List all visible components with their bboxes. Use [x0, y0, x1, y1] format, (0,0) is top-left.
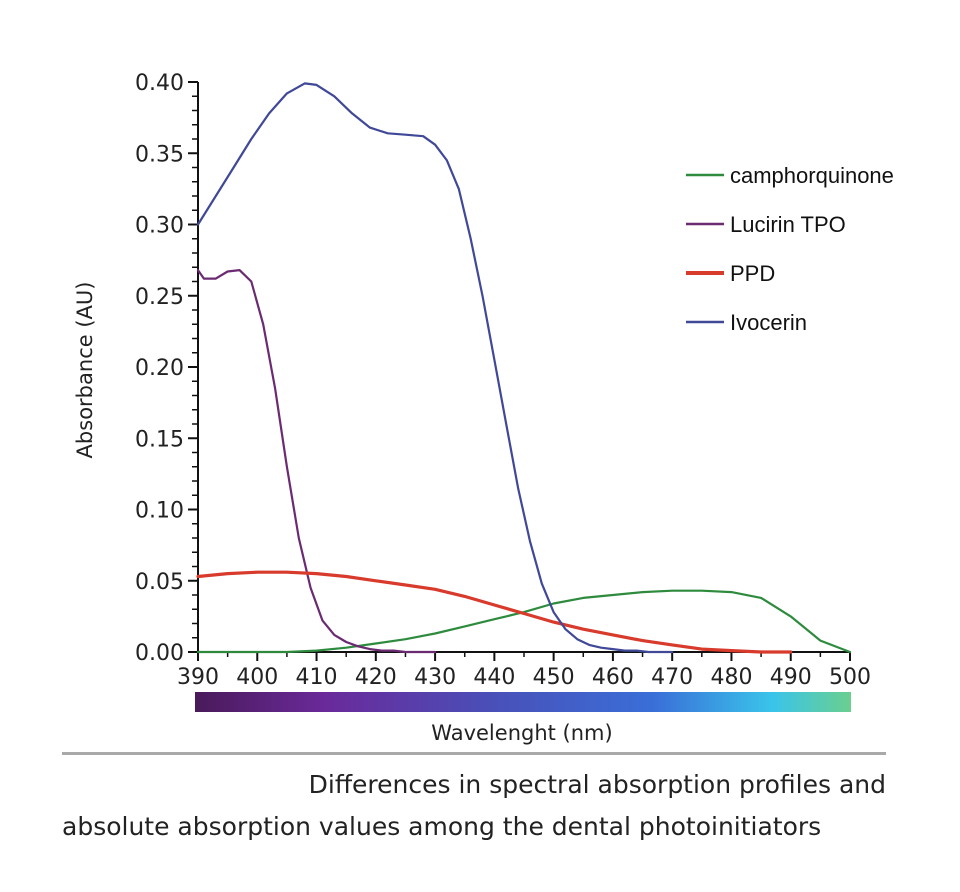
caption-line-2: absolute absorption values among the den… [62, 812, 822, 841]
y-tick-label: 0.00 [135, 641, 184, 666]
x-axis-title: Wavelenght (nm) [431, 721, 612, 745]
y-axis-title: Absorbance (AU) [73, 282, 97, 459]
absorption-chart: 0.00 0.05 0.10 0.15 0.20 0.25 0.30 0.35 0.40 390… [73, 71, 894, 745]
legend-label: camphorquinone [730, 163, 894, 188]
caption-divider [62, 752, 886, 755]
legend-label: Lucirin TPO [730, 212, 846, 237]
y-tick-label: 0.20 [135, 356, 184, 381]
x-tick-label: 480 [710, 665, 752, 690]
figure-caption: Differences in spectral absorption profi… [62, 764, 886, 848]
x-tick-label: 430 [414, 665, 456, 690]
caption-line-1: Differences in spectral absorption profi… [308, 770, 886, 799]
x-tick-label: 470 [651, 665, 693, 690]
x-tick-label: 420 [355, 665, 397, 690]
series-line-ivocerin [196, 82, 674, 654]
x-tick-label: 460 [592, 665, 634, 690]
x-tick-label: 410 [296, 665, 338, 690]
legend-label: Ivocerin [730, 310, 807, 335]
y-tick-label: 0.05 [135, 570, 184, 595]
x-tick-label: 390 [177, 665, 219, 690]
y-tick-label: 0.15 [135, 427, 184, 452]
wavelength-spectrum-bar [195, 692, 851, 712]
series-line-ppd [196, 570, 793, 654]
legend-label: PPD [730, 261, 775, 286]
y-axis: 0.00 0.05 0.10 0.15 0.20 0.25 0.30 0.35 0.40 [135, 71, 199, 666]
x-tick-label: 440 [473, 665, 515, 690]
y-tick-label: 0.35 [135, 142, 184, 167]
series-line-lucirin-tpo [196, 269, 437, 654]
x-tick-label: 500 [829, 665, 871, 690]
x-tick-label: 490 [770, 665, 812, 690]
series-line-camphorquinone [196, 589, 852, 654]
y-tick-label: 0.30 [135, 214, 184, 239]
x-axis: 390 400 410 420 430 440 450 460 470 480 490 500 [177, 651, 871, 690]
legend: camphorquinone Lucirin TPO PPD Ivocerin [686, 163, 894, 335]
y-tick-label: 0.25 [135, 285, 184, 310]
x-tick-label: 400 [236, 665, 278, 690]
y-tick-label: 0.40 [135, 71, 184, 96]
series-lines [196, 82, 852, 654]
y-tick-label: 0.10 [135, 499, 184, 524]
x-tick-label: 450 [533, 665, 575, 690]
